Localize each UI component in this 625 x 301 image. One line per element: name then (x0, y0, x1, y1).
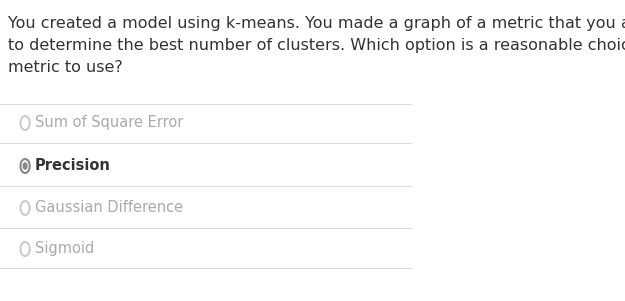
Circle shape (22, 162, 28, 170)
Text: Sum of Square Error: Sum of Square Error (35, 116, 183, 131)
Text: Precision: Precision (35, 159, 111, 173)
Text: You created a model using k-means. You made a graph of a metric that you are usi: You created a model using k-means. You m… (8, 16, 625, 75)
Text: Gaussian Difference: Gaussian Difference (35, 200, 183, 216)
Text: Sigmoid: Sigmoid (35, 241, 94, 256)
